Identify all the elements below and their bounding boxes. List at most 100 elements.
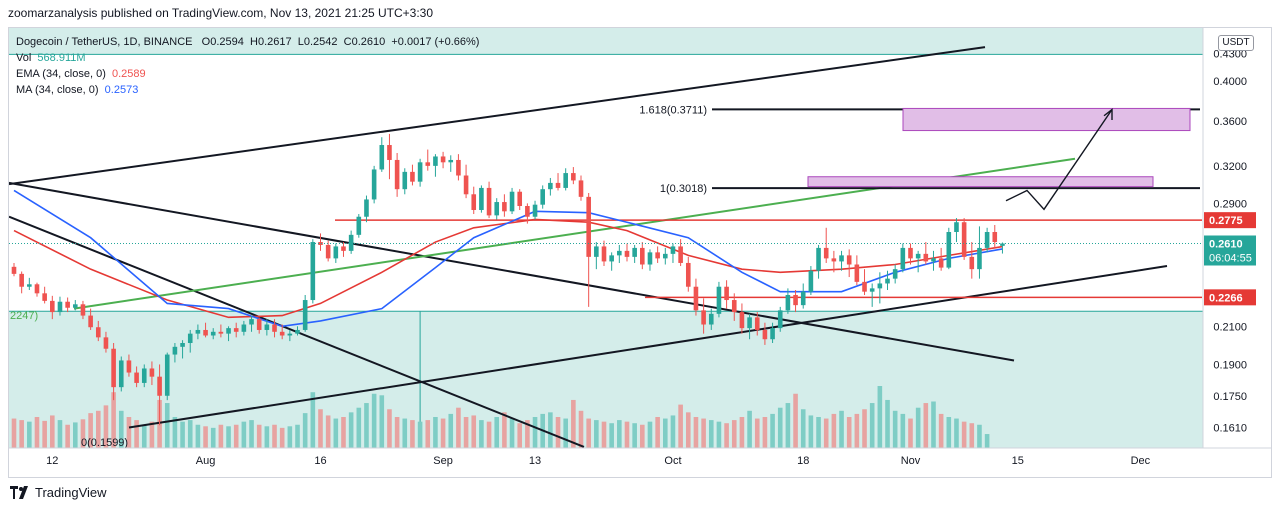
candle-body[interactable] [325,244,331,259]
candle-body[interactable] [877,283,883,289]
candle-body[interactable] [685,262,691,287]
fib-target-box-upper[interactable] [902,107,1191,132]
candle-body[interactable] [126,360,132,373]
candle-body[interactable] [984,232,990,248]
candle-body[interactable] [640,247,645,265]
candle-body[interactable] [777,310,783,329]
candle-body[interactable] [839,255,844,262]
candle-body[interactable] [823,247,829,259]
candle-body[interactable] [11,266,17,274]
lower-channel-trendline[interactable] [128,265,1168,429]
legend-volume-row[interactable]: Vol 568.911M [16,50,479,66]
candle-body[interactable] [210,331,216,336]
candle-body[interactable] [601,246,607,262]
candle-body[interactable] [563,173,568,188]
candle-body[interactable] [885,278,890,284]
candle-body[interactable] [264,324,270,330]
candle-body[interactable] [287,333,293,336]
candle-body[interactable] [456,159,461,176]
candle-body[interactable] [103,337,109,349]
candle-body[interactable] [632,247,637,257]
candle-body[interactable] [647,252,653,265]
candle-body[interactable] [440,156,446,163]
candle-body[interactable] [831,258,837,262]
legend-ma-row[interactable]: MA (34, close, 0) 0.2573 [16,82,479,98]
candle-body[interactable] [72,304,78,308]
candle-body[interactable] [946,232,952,268]
candle-body[interactable] [295,329,300,334]
candle-body[interactable] [302,300,308,330]
candle-body[interactable] [394,159,400,190]
candle-body[interactable] [134,372,139,383]
candle-body[interactable] [908,247,913,259]
candle-body[interactable] [65,301,70,308]
candle-body[interactable] [34,284,40,294]
candle-body[interactable] [494,202,500,216]
candle-body[interactable] [754,317,760,330]
candle-body[interactable] [80,304,86,316]
candle-body[interactable] [800,291,806,306]
candle-body[interactable] [241,324,247,332]
candle-body[interactable] [586,196,591,257]
candle-body[interactable] [854,264,860,282]
candle-body[interactable] [310,242,316,301]
candle-body[interactable] [739,312,745,329]
candle-body[interactable] [915,253,921,259]
candle-body[interactable] [862,281,867,292]
candle-body[interactable] [157,376,162,396]
candle-body[interactable] [448,159,454,163]
candle-body[interactable] [118,360,124,388]
candle-body[interactable] [540,189,546,205]
candle-body[interactable] [486,187,492,216]
candle-body[interactable] [348,234,354,251]
candle-body[interactable] [42,293,47,301]
candle-body[interactable] [594,246,599,257]
candle-body[interactable] [249,319,254,325]
candle-body[interactable] [333,246,339,259]
candle-body[interactable] [88,315,93,328]
candle-body[interactable] [532,204,538,217]
candle-body[interactable] [770,328,775,340]
upper-channel-trendline[interactable] [9,46,986,186]
candle-body[interactable] [609,255,614,262]
candle-body[interactable] [793,294,798,306]
candle-body[interactable] [977,247,982,270]
candle-body[interactable] [425,162,431,166]
candle-body[interactable] [678,246,683,263]
candle-body[interactable] [172,346,178,355]
candle-body[interactable] [670,246,676,254]
candle-body[interactable] [417,162,423,182]
candle-body[interactable] [808,270,814,292]
candle-body[interactable] [509,191,515,212]
candle-body[interactable] [279,331,285,336]
candle-body[interactable] [555,182,561,188]
candle-body[interactable] [1000,243,1005,246]
candle-body[interactable] [578,180,584,197]
candle-body[interactable] [57,301,63,313]
candle-body[interactable] [318,242,323,245]
candle-body[interactable] [961,222,967,257]
candle-body[interactable] [371,169,377,200]
candle-body[interactable] [923,253,929,262]
candle-body[interactable] [50,300,55,313]
candle-body[interactable] [617,250,622,256]
candle-body[interactable] [747,317,752,329]
candle-body[interactable] [548,182,553,190]
projection-path[interactable] [1005,109,1113,211]
candle-body[interactable] [341,246,346,251]
candle-body[interactable] [203,329,208,336]
candle-body[interactable] [272,324,277,332]
candle-body[interactable] [662,253,668,259]
candle-body[interactable] [111,348,116,388]
candle-body[interactable] [433,156,438,166]
fib-target-box-lower[interactable] [807,176,1154,188]
candle-body[interactable] [410,171,415,182]
candle-body[interactable] [471,194,477,210]
candle-body[interactable] [816,247,821,271]
candle-body[interactable] [149,368,155,377]
candle-body[interactable] [218,331,224,334]
candle-body[interactable] [364,199,369,217]
candle-body[interactable] [19,273,24,287]
candle-body[interactable] [954,222,959,233]
candle-body[interactable] [731,300,737,313]
